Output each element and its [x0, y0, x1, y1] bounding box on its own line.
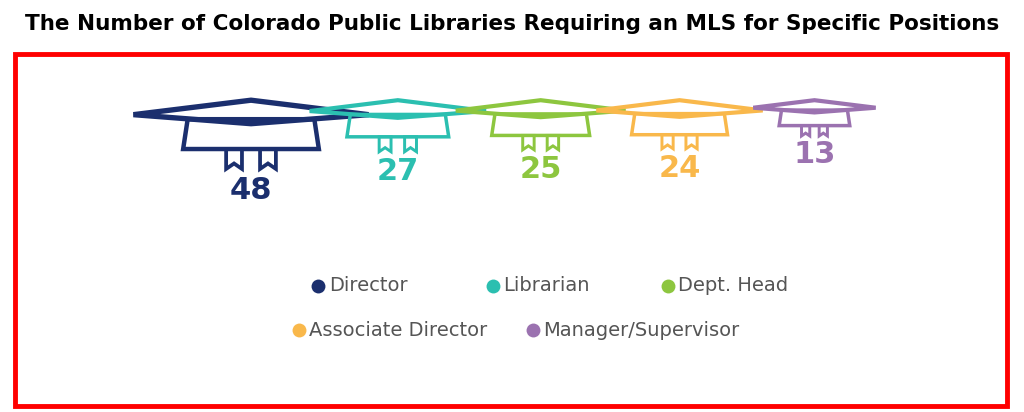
Text: Manager/Supervisor: Manager/Supervisor [543, 321, 739, 340]
Text: 48: 48 [229, 176, 272, 205]
Text: Dept. Head: Dept. Head [678, 276, 788, 295]
Text: 24: 24 [658, 154, 700, 183]
Text: 27: 27 [377, 157, 419, 186]
Text: Associate Director: Associate Director [309, 321, 487, 340]
Text: Librarian: Librarian [504, 276, 590, 295]
Text: 13: 13 [794, 140, 836, 169]
Text: Director: Director [329, 276, 408, 295]
Text: The Number of Colorado Public Libraries Requiring an MLS for Specific Positions: The Number of Colorado Public Libraries … [25, 14, 999, 35]
Text: 25: 25 [519, 155, 562, 184]
